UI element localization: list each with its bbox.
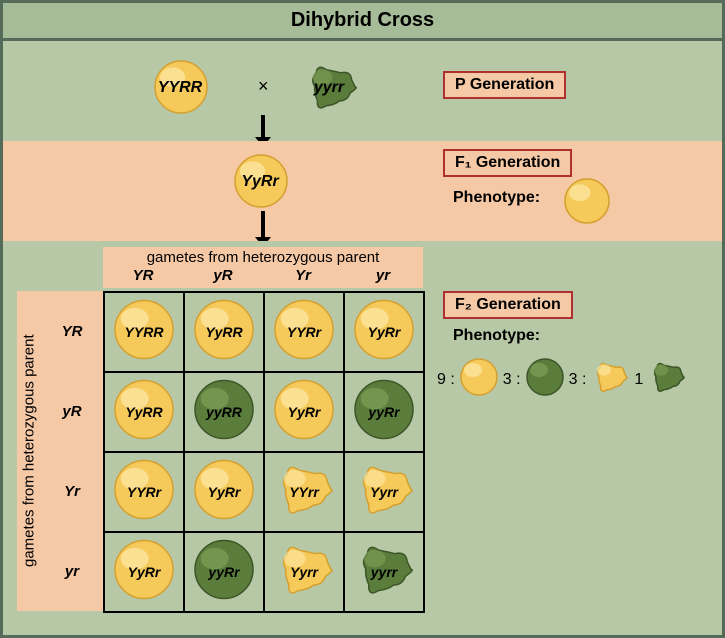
p-parent2-genotype: yyrr <box>299 79 359 97</box>
cell-genotype: yyRR <box>185 404 263 420</box>
punnett-square: YYRR YyRR YYRr YyRr YyRR <box>103 291 425 613</box>
cell-genotype: yyRr <box>345 404 423 420</box>
p-generation-label: P Generation <box>443 71 566 99</box>
cell-genotype: Yyrr <box>265 564 343 580</box>
cell-genotype: YyRr <box>185 484 263 500</box>
diagram-container: Dihybrid Cross YYRR × yyrr P Generation <box>0 0 725 638</box>
col-gamete-3: yr <box>343 267 423 284</box>
ratio-count-3: 1 <box>634 371 643 389</box>
cell-genotype: YyRR <box>105 404 183 420</box>
gamete-row-labels: YR yR Yr yr <box>41 291 103 611</box>
punnett-cell-3-1: yyRr <box>184 532 264 612</box>
punnett-cell-2-3: Yyrr <box>344 452 424 532</box>
f2-generation-label: F₂ Generation <box>443 291 573 319</box>
punnett-cell-0-3: YyRr <box>344 292 424 372</box>
punnett-cell-3-2: Yyrr <box>264 532 344 612</box>
col-gamete-1: yR <box>183 267 263 284</box>
col-gamete-2: Yr <box>263 267 343 284</box>
ratio-count-1: 3 : <box>503 371 521 389</box>
f1-genotype: YyRr <box>230 173 290 191</box>
cell-genotype: YYRR <box>105 324 183 340</box>
punnett-cell-0-1: YyRR <box>184 292 264 372</box>
p-generation-section: YYRR × yyrr P Generation <box>3 41 722 141</box>
cell-genotype: YyRr <box>345 324 423 340</box>
title-text: Dihybrid Cross <box>291 9 434 31</box>
cell-genotype: YYrr <box>265 484 343 500</box>
gamete-col-labels: YR yR Yr yr <box>103 267 423 288</box>
punnett-cell-1-2: YyRr <box>264 372 344 452</box>
ratio-pea-2 <box>590 357 630 402</box>
f2-generation-section: gametes from heterozygous parent YR yR Y… <box>3 241 722 633</box>
punnett-cell-1-1: yyRR <box>184 372 264 452</box>
punnett-cell-2-1: YyRr <box>184 452 264 532</box>
punnett-cell-3-0: YyRr <box>104 532 184 612</box>
punnett-cell-3-3: yyrr <box>344 532 424 612</box>
punnett-cell-0-0: YYRR <box>104 292 184 372</box>
row-gamete-1: yR <box>41 371 103 451</box>
ratio-count-0: 9 : <box>437 371 455 389</box>
cell-genotype: YYRr <box>105 484 183 500</box>
row-gamete-2: Yr <box>41 451 103 531</box>
ratio-pea-0 <box>459 357 499 402</box>
cross-symbol: × <box>258 76 269 97</box>
ratio-count-2: 3 : <box>569 371 587 389</box>
cell-genotype: yyRr <box>185 564 263 580</box>
gamete-col-header: gametes from heterozygous parent <box>103 247 423 268</box>
title-bar: Dihybrid Cross <box>3 3 722 41</box>
punnett-cell-1-0: YyRR <box>104 372 184 452</box>
f1-phenotype-pea <box>563 177 611 230</box>
cell-genotype: YYRr <box>265 324 343 340</box>
cell-genotype: yyrr <box>345 564 423 580</box>
col-gamete-0: YR <box>103 267 183 284</box>
punnett-cell-2-2: YYrr <box>264 452 344 532</box>
cell-genotype: YyRr <box>105 564 183 580</box>
f1-generation-label: F₁ Generation <box>443 149 572 177</box>
row-gamete-0: YR <box>41 291 103 371</box>
f2-ratio: 9 : 3 : 3 : 1 <box>437 357 687 402</box>
cell-genotype: YyRr <box>265 404 343 420</box>
f1-generation-section: YyRr F₁ Generation Phenotype: <box>3 141 722 241</box>
row-gamete-3: yr <box>41 531 103 611</box>
punnett-cell-0-2: YYRr <box>264 292 344 372</box>
ratio-pea-1 <box>525 357 565 402</box>
f1-phenotype-label: Phenotype: <box>453 189 540 207</box>
punnett-cell-2-0: YYRr <box>104 452 184 532</box>
ratio-pea-3 <box>647 357 687 402</box>
cell-genotype: YyRR <box>185 324 263 340</box>
p-parent1-genotype: YYRR <box>150 79 210 97</box>
f2-phenotype-label: Phenotype: <box>453 327 540 345</box>
punnett-cell-1-3: yyRr <box>344 372 424 452</box>
gamete-row-header: gametes from heterozygous parent <box>17 291 41 611</box>
cell-genotype: Yyrr <box>345 484 423 500</box>
